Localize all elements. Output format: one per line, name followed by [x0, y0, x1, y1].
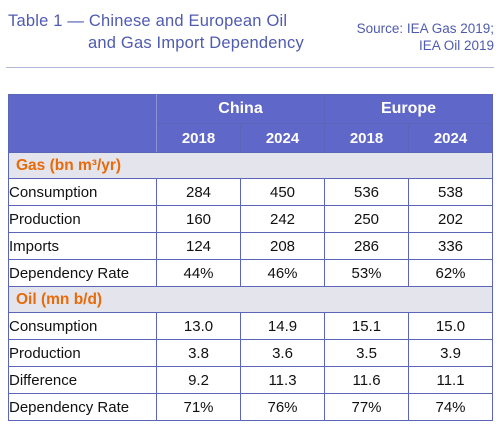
table-cell: 14.9: [239, 312, 326, 340]
source-note-line-2: IEA Oil 2019: [418, 38, 494, 53]
source-note: Source: IEA Gas 2019; IEA Oil 2019: [357, 20, 494, 54]
table-row: Imports 124 208 286 336: [8, 232, 494, 260]
table-row: Difference 9.2 11.3 11.6 11.1: [8, 366, 494, 394]
row-label: Difference: [8, 366, 157, 394]
table-cell: 3.9: [408, 339, 494, 367]
table-cell: 71%: [156, 393, 241, 421]
table-row: Production 160 242 250 202: [8, 205, 494, 233]
table-row: Dependency Rate 71% 76% 77% 74%: [8, 393, 494, 421]
table-cell: 11.3: [239, 366, 326, 394]
header-corner-cell: [8, 94, 157, 153]
table-cell: 450: [239, 178, 326, 206]
header-year-europe-2018: 2018: [324, 123, 410, 153]
table-cell: 3.8: [156, 339, 241, 367]
table-cell: 250: [324, 205, 410, 233]
header-row-years: 2018 2024 2018 2024: [9, 123, 494, 153]
table-cell: 208: [239, 232, 326, 260]
table-cell: 46%: [239, 259, 326, 287]
table-cell: 124: [156, 232, 241, 260]
table-cell: 286: [324, 232, 410, 260]
section-title-gas: Gas (bn m³/yr): [7, 152, 494, 179]
section-row-gas: Gas (bn m³/yr): [7, 152, 494, 179]
table-row: Production 3.8 3.6 3.5 3.9: [8, 339, 494, 367]
table-row: Consumption 13.0 14.9 15.1 15.0: [8, 312, 494, 340]
table-cell: 44%: [156, 259, 241, 287]
table-cell: 3.6: [239, 339, 326, 367]
dependency-table: China Europe 2018 2024 2018 2024 Gas (bn…: [7, 94, 494, 421]
row-label: Production: [8, 205, 157, 233]
row-label: Consumption: [8, 178, 157, 206]
table-cell: 77%: [324, 393, 410, 421]
table-cell: 74%: [408, 393, 494, 421]
header-row-groups: China Europe: [8, 94, 494, 153]
table-cell: 15.0: [408, 312, 494, 340]
table-cell: 3.5: [324, 339, 410, 367]
header-year-china-2018: 2018: [156, 123, 241, 153]
row-label: Dependency Rate: [8, 259, 157, 287]
table-cell: 336: [408, 232, 494, 260]
table-title-line-2: and Gas Import Dependency: [88, 34, 304, 52]
source-note-line-1: Source: IEA Gas 2019;: [356, 21, 494, 36]
header-year-china-2024: 2024: [239, 123, 326, 153]
row-label: Imports: [8, 232, 157, 260]
table-row: Consumption 284 450 536 538: [8, 178, 494, 206]
row-label: Consumption: [8, 312, 157, 340]
table-cell: 62%: [408, 259, 494, 287]
table-cell: 284: [156, 178, 241, 206]
table-cell: 15.1: [324, 312, 410, 340]
table-cell: 13.0: [156, 312, 241, 340]
table-cell: 202: [408, 205, 494, 233]
table-cell: 11.1: [408, 366, 494, 394]
table-cell: 53%: [324, 259, 410, 287]
table-cell: 9.2: [156, 366, 241, 394]
section-row-oil: Oil (mn b/d): [7, 286, 494, 313]
table-cell: 11.6: [324, 366, 410, 394]
header-group-europe: Europe: [324, 94, 494, 124]
table-row: Dependency Rate 44% 46% 53% 62%: [8, 259, 494, 287]
header-group-china: China: [155, 94, 326, 124]
table-title: Table 1 — Chinese and European Oil and G…: [8, 10, 304, 54]
table-cell: 242: [239, 205, 326, 233]
header-year-europe-2024: 2024: [408, 123, 494, 153]
row-label: Production: [8, 339, 157, 367]
title-divider: [6, 67, 494, 68]
row-label: Dependency Rate: [8, 393, 157, 421]
table-cell: 76%: [239, 393, 326, 421]
table-cell: 160: [156, 205, 241, 233]
table-cell: 536: [324, 178, 410, 206]
table-cell: 538: [408, 178, 494, 206]
section-title-oil: Oil (mn b/d): [7, 286, 494, 313]
table-title-line-1: Table 1 — Chinese and European Oil: [8, 12, 288, 30]
